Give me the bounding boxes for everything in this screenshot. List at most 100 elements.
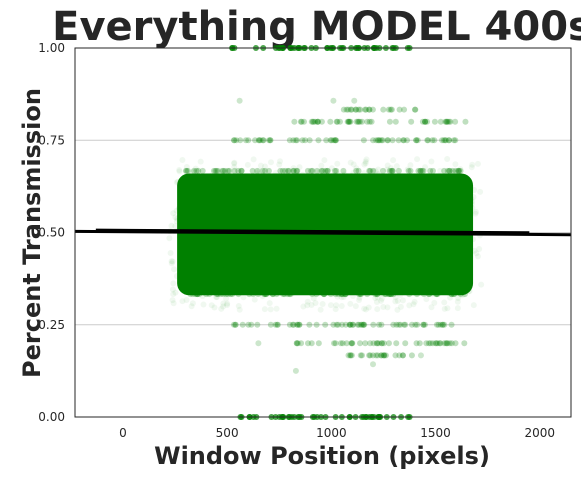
data-point: [207, 179, 214, 186]
data-point: [258, 171, 265, 178]
data-point: [342, 291, 349, 298]
data-point: [296, 174, 303, 181]
data-point: [213, 291, 220, 298]
data-point: [333, 321, 340, 328]
data-point: [220, 240, 227, 247]
data-point: [353, 165, 360, 172]
data-point: [294, 255, 301, 262]
data-point: [175, 178, 182, 185]
data-point: [257, 137, 264, 144]
data-point: [438, 179, 445, 186]
data-point: [258, 189, 265, 196]
data-point: [430, 272, 437, 279]
data-point: [289, 321, 296, 328]
data-point: [449, 214, 456, 221]
data-point: [315, 340, 322, 347]
data-point: [367, 340, 374, 347]
data-point: [293, 167, 300, 174]
data-point: [169, 297, 176, 304]
data-point: [432, 340, 439, 347]
data-point: [451, 179, 458, 186]
data-point: [266, 177, 273, 184]
data-point: [210, 224, 217, 231]
data-point: [195, 167, 202, 174]
data-point: [345, 118, 352, 125]
data-point: [219, 261, 226, 268]
data-point: [236, 269, 243, 276]
data-point: [308, 167, 315, 174]
data-point: [226, 206, 233, 213]
data-point: [474, 160, 481, 167]
data-point: [248, 242, 255, 249]
data-point: [177, 196, 184, 203]
data-point: [274, 321, 281, 328]
data-point: [345, 106, 352, 113]
data-point: [394, 297, 401, 304]
data-point: [436, 340, 443, 347]
data-point: [251, 219, 258, 226]
data-point: [179, 245, 186, 252]
data-point: [473, 250, 480, 257]
data-point: [416, 234, 423, 241]
data-point: [267, 159, 274, 166]
data-point: [183, 163, 190, 170]
data-point: [315, 137, 322, 144]
data-point: [301, 220, 308, 227]
data-point: [376, 321, 383, 328]
data-point: [454, 305, 461, 312]
data-point: [363, 180, 370, 187]
data-point: [352, 106, 359, 113]
data-point: [267, 306, 274, 313]
data-point: [250, 156, 257, 163]
data-point: [384, 162, 391, 169]
data-point: [177, 188, 184, 195]
data-point: [420, 291, 427, 298]
data-point: [408, 242, 415, 249]
data-point: [393, 286, 400, 293]
data-point: [352, 106, 359, 113]
data-point: [392, 352, 399, 359]
data-point: [223, 295, 230, 302]
data-point: [390, 321, 397, 328]
data-point: [431, 118, 438, 125]
data-point: [179, 298, 186, 305]
data-point: [282, 188, 289, 195]
data-point: [374, 340, 381, 347]
data-point: [357, 352, 364, 359]
data-point: [210, 181, 217, 188]
data-point: [459, 292, 466, 299]
data-point: [198, 264, 205, 271]
data-point: [299, 171, 306, 178]
data-point: [333, 178, 340, 185]
data-point: [365, 212, 372, 219]
data-point: [382, 291, 389, 298]
data-point: [440, 137, 447, 144]
data-point: [387, 291, 394, 298]
data-point: [393, 321, 400, 328]
data-point: [338, 303, 345, 310]
data-point: [261, 190, 268, 197]
data-point: [245, 196, 252, 203]
data-point: [336, 118, 343, 125]
data-point: [372, 188, 379, 195]
data-point: [387, 272, 394, 279]
data-point: [307, 185, 314, 192]
data-point: [442, 281, 449, 288]
data-point: [469, 236, 476, 243]
data-point: [404, 262, 411, 269]
data-point: [387, 291, 394, 298]
data-point: [442, 250, 449, 257]
data-point: [362, 340, 369, 347]
data-point: [292, 276, 299, 283]
data-point: [357, 201, 364, 208]
data-point: [219, 202, 226, 209]
data-point: [381, 246, 388, 253]
data-point: [245, 188, 252, 195]
data-point: [176, 168, 183, 175]
data-point: [239, 273, 246, 280]
x-tick-label: 2000: [524, 426, 555, 440]
data-point: [298, 118, 305, 125]
data-point: [366, 106, 373, 113]
data-point: [399, 352, 406, 359]
data-point: [374, 269, 381, 276]
